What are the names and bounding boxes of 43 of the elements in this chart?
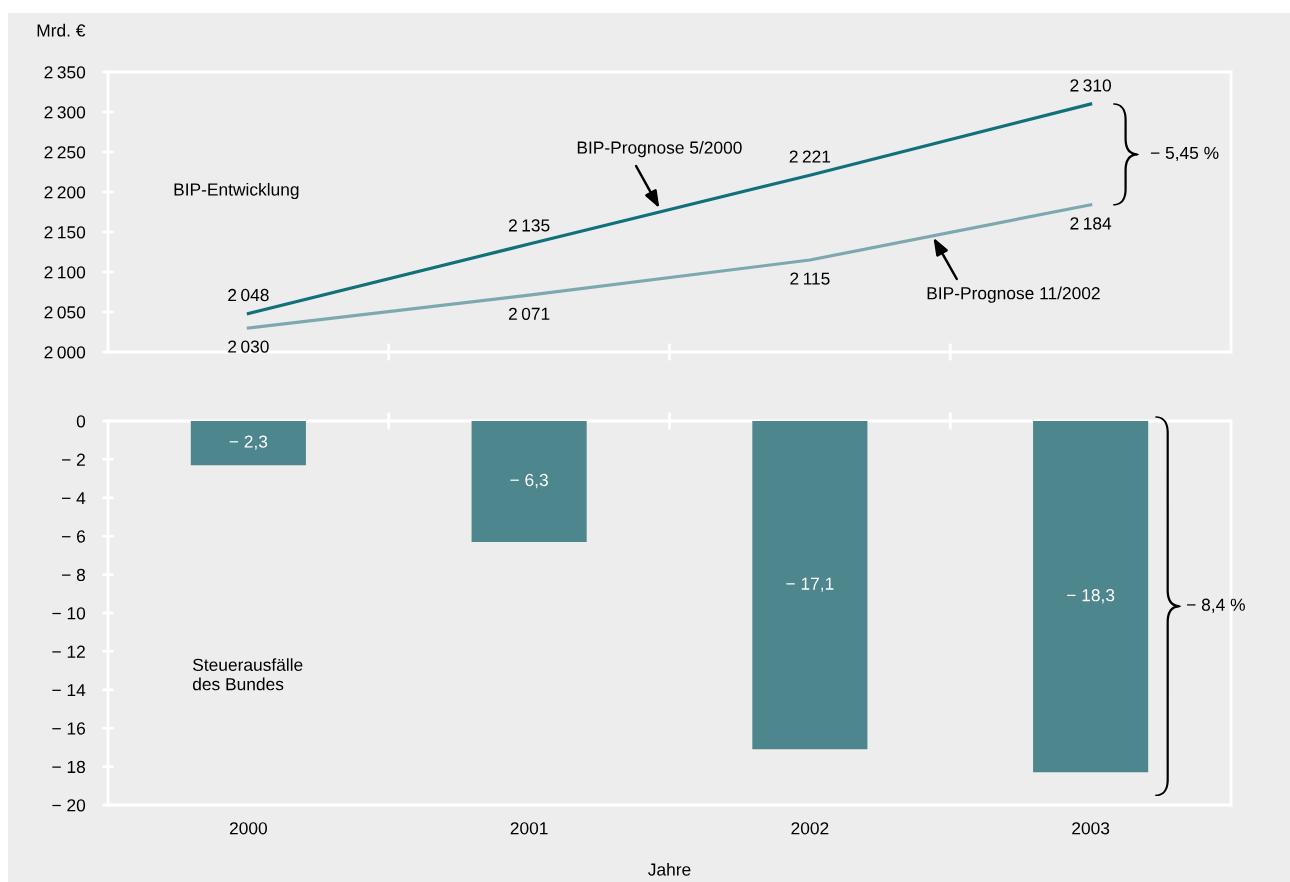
annotation: − 8,4 % <box>1187 598 1245 613</box>
y-tick-label: 2 200 <box>44 186 86 199</box>
y-tick-label: − 14 <box>52 684 86 697</box>
data-label: 2 048 <box>228 288 269 302</box>
data-label: 2 115 <box>790 272 830 285</box>
text: BIP-Prognose 11/2002 <box>927 286 1100 303</box>
y-tick-label: 2 250 <box>44 146 86 159</box>
x-tick-label: 2001 <box>510 822 548 835</box>
data-label: − 17,1 <box>786 577 834 592</box>
y-tick-label: 2 000 <box>44 346 86 359</box>
y-tick-label: − 2 <box>62 453 85 466</box>
x-tick-label: 2002 <box>791 822 829 835</box>
annotation: BIP-Entwicklung <box>174 182 299 200</box>
data-label: 2 135 <box>508 219 550 232</box>
y-tick-label: 2 300 <box>44 106 86 119</box>
y-tick-label: − 12 <box>52 645 85 658</box>
x-tick-label: 2003 <box>1072 822 1110 835</box>
data-label: 2 184 <box>1070 217 1112 230</box>
y-tick-label: 2 150 <box>44 226 86 239</box>
x-axis-title: Jahre <box>648 862 691 876</box>
y-tick-label: − 16 <box>52 722 86 735</box>
y-tick-label: − 18 <box>52 760 86 774</box>
y-tick-label: 2 350 <box>44 66 86 79</box>
y-tick-label: 0 <box>76 415 86 428</box>
data-label: 2 071 <box>508 307 550 320</box>
data-label: − 18,3 <box>1067 589 1115 604</box>
x-tick-label: 2000 <box>229 822 268 835</box>
annotation: − 5,45 % <box>1150 146 1219 162</box>
y-axis-title: Mrd. € <box>37 23 86 37</box>
y-tick-label: 2 100 <box>44 266 86 279</box>
data-label: 2 030 <box>228 340 269 353</box>
y-tick-label: − 6 <box>62 530 86 543</box>
data-label: − 2,3 <box>229 435 268 450</box>
y-tick-label: − 10 <box>52 607 86 620</box>
data-label: − 6,3 <box>510 473 548 489</box>
data-label: 2 221 <box>789 150 831 163</box>
y-tick-label: − 8 <box>62 568 86 582</box>
annotation: Steuerausfälle des Bundes <box>192 658 303 691</box>
series-label: BIP-Prognose 5/2000 <box>577 140 742 158</box>
data-label: 2 310 <box>1070 79 1111 92</box>
y-tick-label: − 20 <box>52 799 86 812</box>
y-tick-label: 2 050 <box>44 306 86 319</box>
y-tick-label: − 4 <box>62 492 86 505</box>
